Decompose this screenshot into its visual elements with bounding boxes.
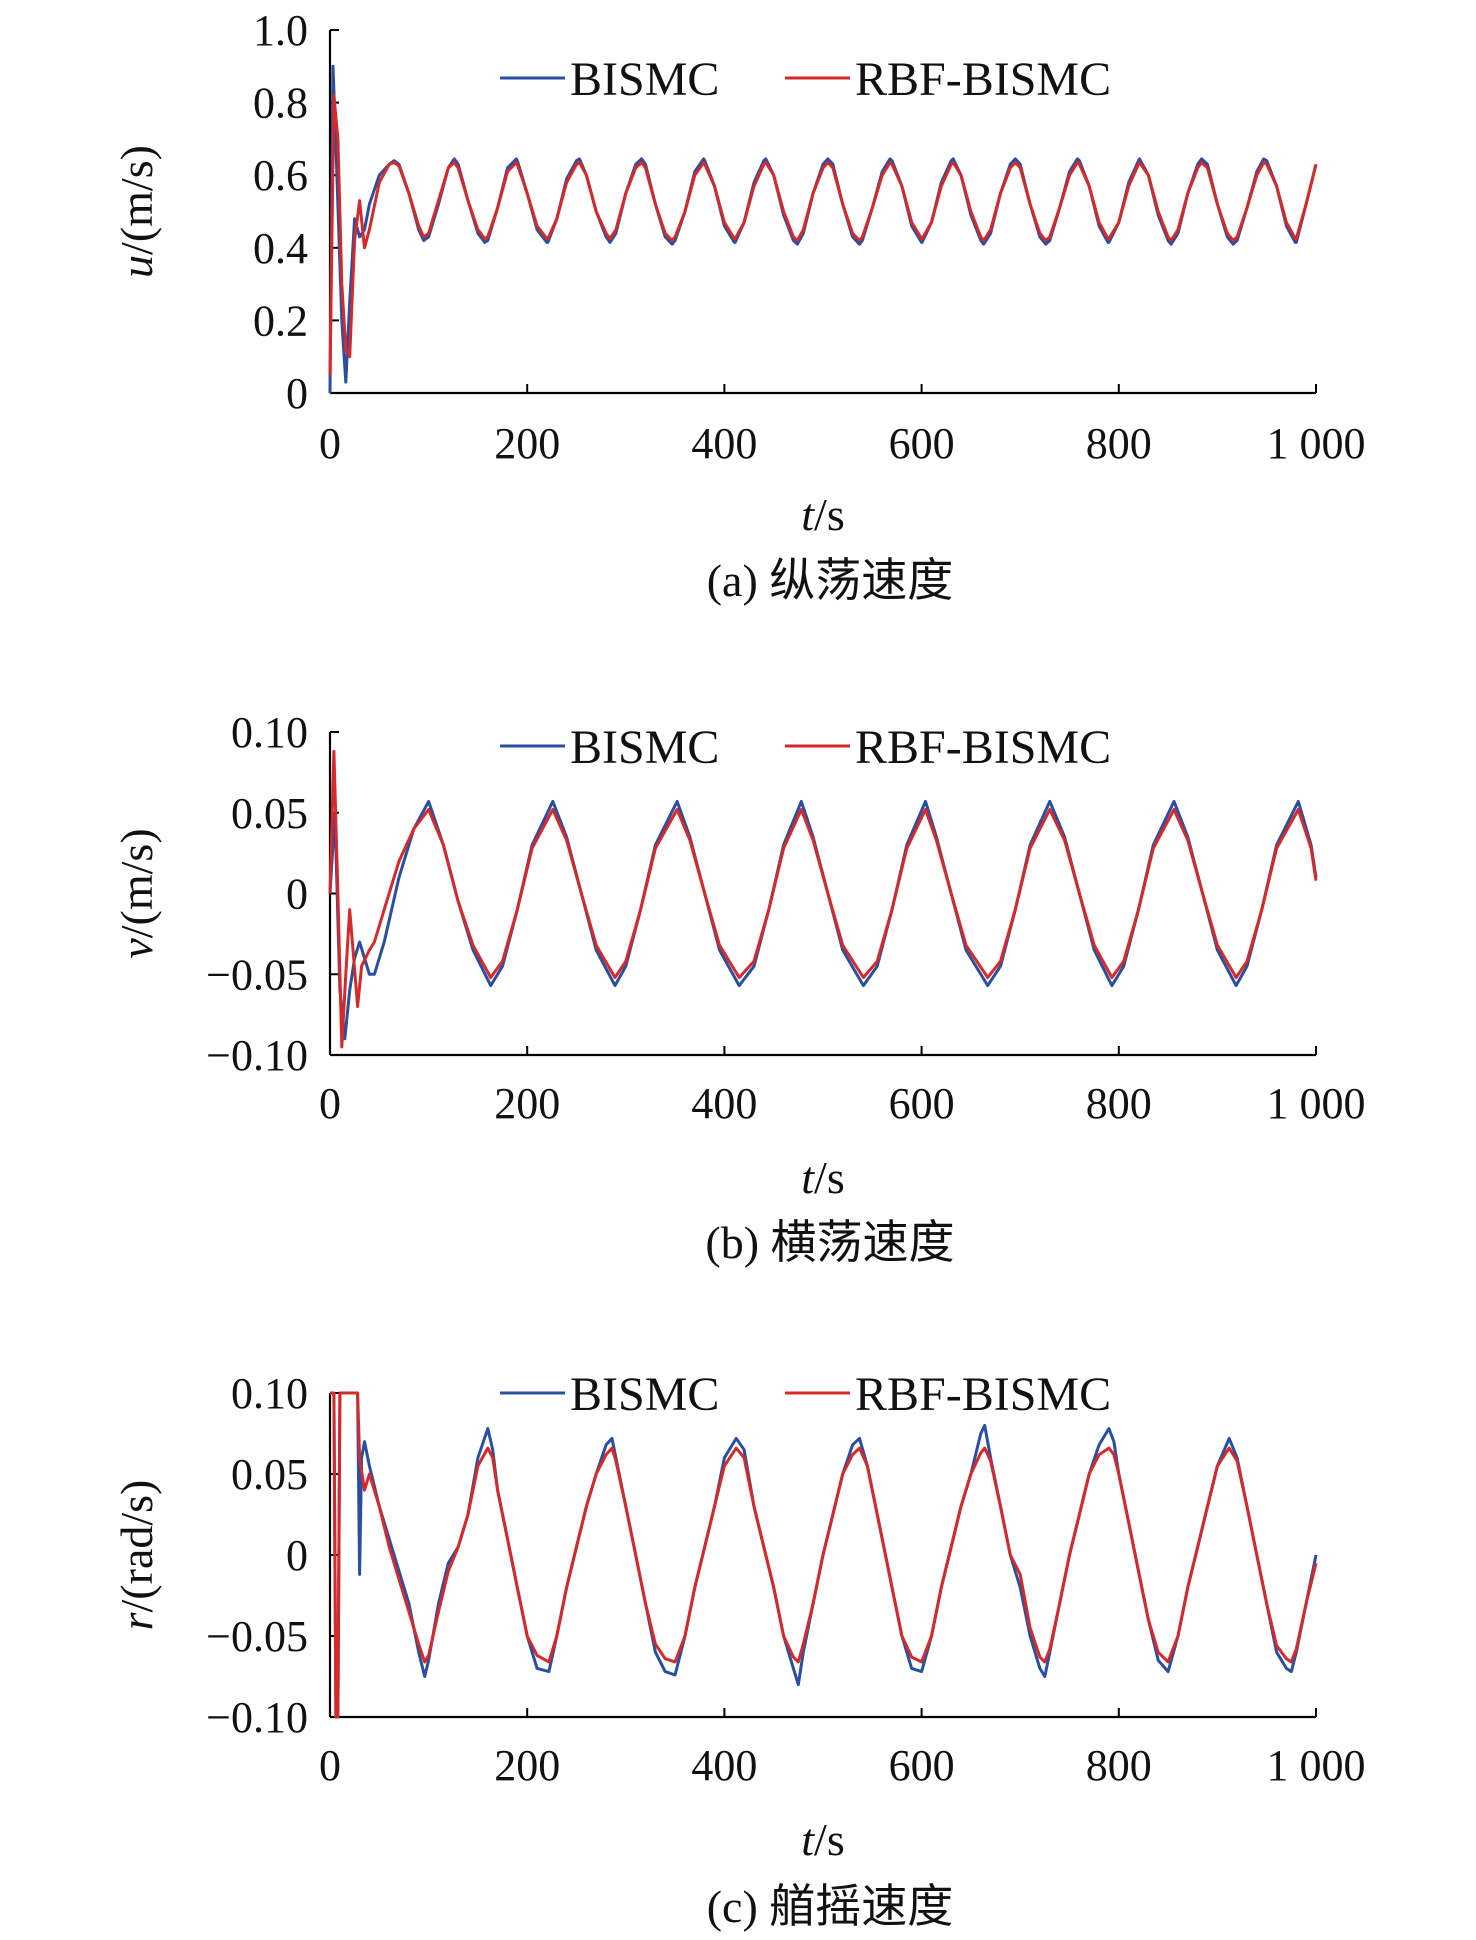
y-tick-label-c: −0.05 bbox=[206, 1612, 308, 1661]
y-axis-label-b: v/(m/s) bbox=[111, 828, 162, 958]
y-tick-label-a: 0 bbox=[286, 369, 308, 418]
series-line-c-rbf-bismc bbox=[330, 1391, 1318, 1719]
y-tick-label-b: 0.10 bbox=[231, 708, 308, 757]
y-tick-label-a: 0.8 bbox=[253, 79, 308, 128]
x-tick-label-a: 1 000 bbox=[1267, 419, 1366, 468]
legend-label-b-rbf-bismc: RBF-BISMC bbox=[855, 721, 1111, 774]
x-tick-label-a: 400 bbox=[691, 419, 757, 468]
x-tick-label-b: 1 000 bbox=[1267, 1079, 1366, 1128]
x-tick-label-b: 400 bbox=[691, 1079, 757, 1128]
x-tick-label-c: 600 bbox=[889, 1741, 955, 1790]
x-tick-label-c: 1 000 bbox=[1267, 1741, 1366, 1790]
y-tick-label-c: 0.05 bbox=[231, 1450, 308, 1499]
y-tick-label-b: 0.05 bbox=[231, 789, 308, 838]
y-tick-label-a: 1.0 bbox=[253, 6, 308, 55]
legend-label-a-rbf-bismc: RBF-BISMC bbox=[855, 53, 1111, 106]
y-tick-label-a: 0.6 bbox=[253, 151, 308, 200]
x-axis-label-a: t/s bbox=[801, 489, 844, 540]
panel-c: (c) 艏摇速度 −0.10 −0.05 0 0.05 0.10 0 200 400 600 80… bbox=[111, 1368, 1366, 1932]
x-tick-label-b: 0 bbox=[319, 1079, 341, 1128]
panel-b: (b) 横荡速度 −0.10 −0.05 0 0.05 0.10 0 200 400 600 80… bbox=[111, 708, 1366, 1268]
x-tick-label-b: 800 bbox=[1086, 1079, 1152, 1128]
y-tick-label-a: 0.2 bbox=[253, 296, 308, 345]
y-tick-label-a: 0.4 bbox=[253, 224, 308, 273]
series-line-b-bismc bbox=[328, 799, 1318, 1041]
caption-b: (b) 横荡速度 bbox=[705, 1217, 954, 1268]
caption-a: (a) 纵荡速度 bbox=[707, 555, 954, 606]
legend-label-c-rbf-bismc: RBF-BISMC bbox=[855, 1368, 1111, 1421]
y-tick-label-c: 0 bbox=[286, 1531, 308, 1580]
legend-label-a-bismc: BISMC bbox=[570, 53, 719, 106]
caption-c: (c) 艏摇速度 bbox=[707, 1881, 954, 1932]
series-line-a-rbf-bismc bbox=[328, 93, 1318, 375]
x-tick-label-a: 800 bbox=[1086, 419, 1152, 468]
x-axis-label-b: t/s bbox=[801, 1152, 844, 1203]
legend-label-c-bismc: BISMC bbox=[570, 1368, 719, 1421]
series-line-b-rbf-bismc bbox=[328, 749, 1318, 1049]
y-tick-label-b: −0.10 bbox=[206, 1031, 308, 1080]
x-tick-label-c: 200 bbox=[494, 1741, 560, 1790]
y-tick-label-c: 0.10 bbox=[231, 1369, 308, 1418]
x-tick-label-c: 400 bbox=[691, 1741, 757, 1790]
x-tick-label-c: 800 bbox=[1086, 1741, 1152, 1790]
y-tick-label-b: 0 bbox=[286, 870, 308, 919]
legend-label-b-bismc: BISMC bbox=[570, 721, 719, 774]
x-tick-label-c: 0 bbox=[319, 1741, 341, 1790]
y-tick-label-c: −0.10 bbox=[206, 1693, 308, 1742]
y-axis-label-a: u/(m/s) bbox=[111, 145, 162, 278]
x-tick-label-a: 600 bbox=[889, 419, 955, 468]
x-tick-label-a: 200 bbox=[494, 419, 560, 468]
x-tick-label-b: 200 bbox=[494, 1079, 560, 1128]
x-axis-label-c: t/s bbox=[801, 1814, 844, 1865]
x-tick-label-a: 0 bbox=[319, 419, 341, 468]
y-tick-label-b: −0.05 bbox=[206, 950, 308, 999]
panel-a: (a) 纵荡速度 0 0.2 0.4 0.6 0.8 1.0 0 200 400 600 800 1 … bbox=[111, 6, 1366, 606]
x-tick-label-b: 600 bbox=[889, 1079, 955, 1128]
y-axis-label-c: r/(rad/s) bbox=[111, 1480, 162, 1631]
